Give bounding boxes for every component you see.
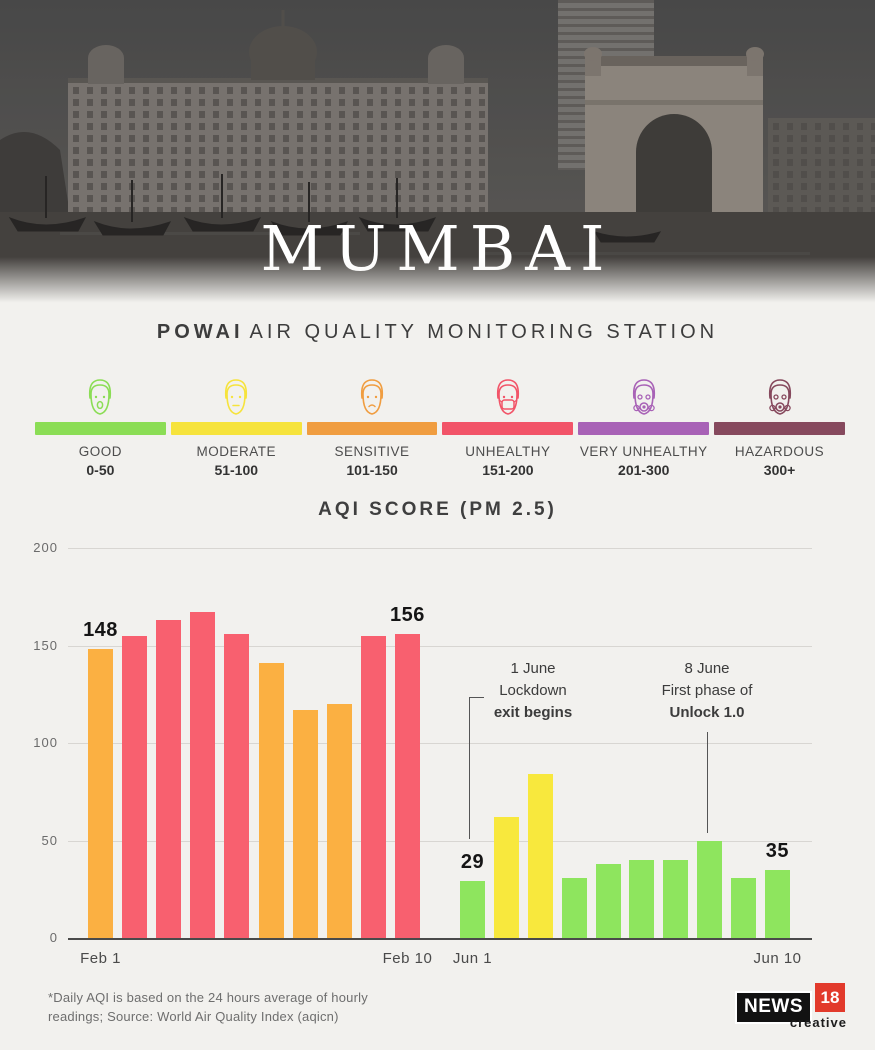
- source-note: *Daily AQI is based on the 24 hours aver…: [48, 988, 368, 1026]
- bar-feb-3: [156, 620, 182, 938]
- legend-color-swatch: [306, 422, 438, 435]
- annotation-line: 1 June: [510, 660, 556, 677]
- gridline-150: [68, 645, 812, 647]
- bar-feb-4: [190, 612, 216, 938]
- annotation-line: exit begins: [493, 704, 573, 721]
- chart-title: AQI SCORE (PM 2.5): [318, 499, 557, 520]
- bar-jun-7: [663, 860, 689, 938]
- legend-item-good: GOOD 0-50: [35, 372, 166, 478]
- legend-color-swatch: [442, 422, 574, 435]
- legend-color-swatch: [35, 422, 166, 435]
- bar-feb-2: [122, 635, 148, 938]
- legend-category-range: 201-300: [618, 462, 670, 478]
- x-axis-line: [68, 938, 812, 940]
- gridline-200: [68, 548, 812, 549]
- bar-value-label: 148: [83, 619, 118, 642]
- legend-category-name: GOOD: [78, 444, 123, 459]
- news18-creative-logo: NEWS 18 creative: [735, 983, 847, 1030]
- gas-mask-face-icon: [622, 372, 666, 420]
- annotation-line: First phase of: [661, 682, 753, 699]
- bar-feb-5: [224, 633, 250, 938]
- bar-feb-7: [292, 709, 318, 938]
- logo-18-badge: 18: [815, 983, 845, 1012]
- legend-category-name: VERY UNHEALTHY: [579, 444, 708, 459]
- source-note-line: *Daily AQI is based on the 24 hours aver…: [48, 990, 368, 1005]
- bar-value-label: 29: [460, 851, 485, 874]
- bar-group-feb: 148 156: [83, 548, 424, 938]
- x-axis-label: Feb 10: [382, 950, 433, 967]
- bar-value-label: 35: [765, 839, 789, 862]
- bar-feb-10: 156: [390, 604, 424, 938]
- bar-value-label: 156: [390, 603, 425, 626]
- neutral-face-icon: [214, 372, 258, 420]
- bar-jun-5: [595, 863, 621, 938]
- annotation-line: Lockdown: [499, 682, 567, 699]
- station-heading: POWAI AIR QUALITY MONITORING STATION: [0, 321, 875, 344]
- legend-category-range: 300+: [763, 462, 796, 478]
- bar-group-jun: 29 35: [460, 548, 790, 938]
- legend-item-hazardous: HAZARDOUS 300+: [714, 372, 845, 478]
- annotation-unlock-phase: 8 June First phase of Unlock 1.0: [642, 658, 772, 724]
- legend-category-name: SENSITIVE: [334, 444, 410, 459]
- legend-color-swatch: [714, 422, 845, 435]
- annotation-lockdown-exit: 1 June Lockdown exit begins: [468, 658, 598, 724]
- legend-category-range: 151-200: [482, 462, 534, 478]
- masked-face-icon: [486, 372, 530, 420]
- happy-face-icon: [78, 372, 122, 420]
- legend-color-swatch: [170, 422, 302, 435]
- source-note-line: readings; Source: World Air Quality Inde…: [48, 1009, 339, 1024]
- station-name: POWAI: [156, 321, 244, 343]
- legend-item-sensitive: SENSITIVE 101-150: [306, 372, 438, 478]
- legend-color-swatch: [578, 422, 710, 435]
- y-tick-label: 100: [33, 735, 58, 750]
- legend-category-range: 0-50: [86, 462, 115, 478]
- annotation-line: Unlock 1.0: [669, 704, 745, 721]
- legend-category-name: MODERATE: [196, 444, 276, 459]
- y-tick-label: 150: [33, 637, 58, 653]
- bar-jun-3: [527, 774, 553, 938]
- legend-category-range: 51-100: [214, 462, 259, 478]
- station-subtitle: AIR QUALITY MONITORING STATION: [249, 321, 719, 343]
- x-axis-label: Feb 1: [80, 950, 121, 967]
- x-axis-label: Jun 1: [452, 950, 493, 967]
- y-tick-label: 200: [33, 540, 58, 555]
- aqi-bar-chart: 1 June Lockdown exit begins 8 June First…: [0, 540, 875, 967]
- bar-jun-6: [629, 860, 655, 938]
- logo-creative-text: creative: [789, 1015, 847, 1030]
- legend-item-very-unhealthy: VERY UNHEALTHY 201-300: [578, 372, 710, 478]
- gridline-50: [68, 840, 812, 842]
- legend-category-name: UNHEALTHY: [465, 444, 551, 459]
- bar-jun-9: [731, 877, 756, 938]
- bar-jun-1: 29: [460, 851, 485, 938]
- respirator-face-icon: [758, 372, 802, 420]
- legend-item-moderate: MODERATE 51-100: [170, 372, 302, 478]
- legend-category-name: HAZARDOUS: [734, 444, 825, 459]
- header-photo: MUMBAI: [0, 0, 875, 305]
- bar-jun-4: [561, 877, 587, 938]
- annotation-bracket-line: [469, 697, 484, 839]
- annotation-line: 8 June: [684, 660, 730, 677]
- y-tick-label: 0: [49, 930, 58, 945]
- annotation-pointer-line: [707, 732, 708, 833]
- sad-face-icon: [350, 372, 394, 420]
- gridline-100: [68, 743, 812, 744]
- legend-item-unhealthy: UNHEALTHY 151-200: [442, 372, 574, 478]
- bar-jun-10: 35: [764, 840, 790, 938]
- bar-feb-8: [326, 704, 352, 938]
- logo-news-text: NEWS: [735, 991, 812, 1024]
- photo-fade: [0, 257, 875, 305]
- bar-feb-6: [258, 663, 284, 938]
- bar-feb-9: [360, 635, 386, 938]
- aqi-legend: GOOD 0-50 MODERATE 51-100 SENSITIVE 101-150 UN…: [35, 372, 845, 478]
- bar-jun-2: [493, 817, 519, 938]
- legend-category-range: 101-150: [346, 462, 398, 478]
- bar-jun-8: [697, 840, 723, 938]
- y-tick-label: 50: [41, 832, 58, 848]
- bar-feb-1: 148: [83, 619, 117, 938]
- x-axis-label: Jun 10: [753, 950, 802, 967]
